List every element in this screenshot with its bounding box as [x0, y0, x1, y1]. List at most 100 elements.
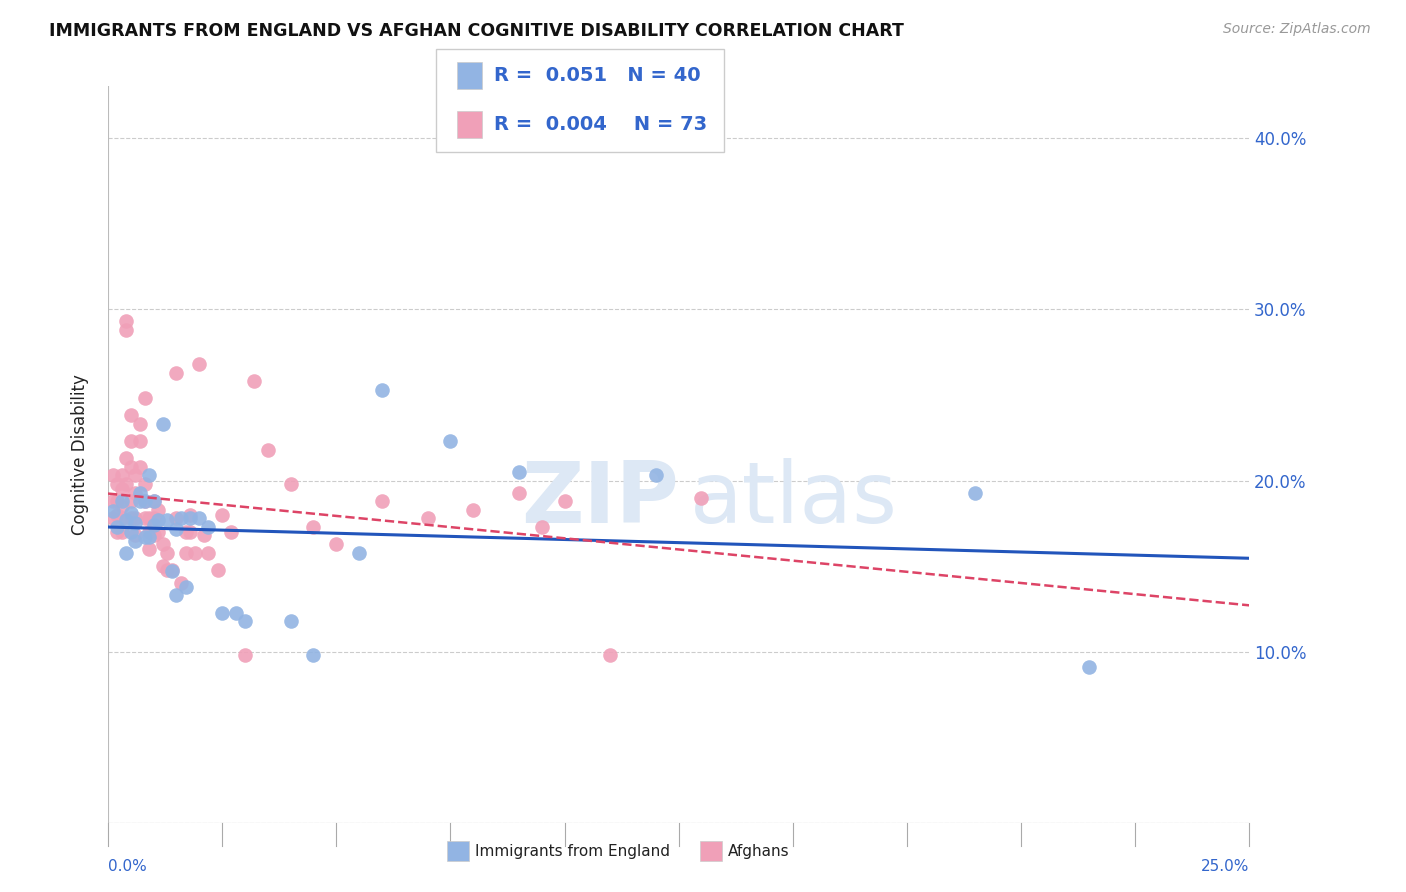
Point [129, 494, 152, 508]
Point [115, 546, 138, 560]
Point [179, 524, 201, 539]
Point [105, 494, 128, 508]
Point [105, 477, 128, 491]
Point [179, 511, 201, 525]
Point [599, 648, 621, 663]
Point [124, 511, 146, 525]
Point [101, 494, 124, 508]
Text: IMMIGRANTS FROM ENGLAND VS AFGHAN COGNITIVE DISABILITY CORRELATION CHART: IMMIGRANTS FROM ENGLAND VS AFGHAN COGNIT… [49, 22, 904, 40]
Point [142, 494, 165, 508]
Point [530, 520, 553, 534]
Point [166, 511, 188, 525]
Point [115, 477, 138, 491]
Point [134, 494, 156, 508]
Point [233, 648, 256, 663]
Point [129, 434, 152, 449]
Point [142, 494, 165, 508]
Point [188, 511, 211, 525]
Point [156, 546, 179, 560]
Point [644, 468, 666, 483]
Point [553, 494, 575, 508]
Point [416, 511, 439, 525]
Point [115, 513, 138, 527]
Point [371, 494, 394, 508]
Text: Afghans: Afghans [728, 844, 790, 859]
Point [219, 524, 242, 539]
Point [105, 520, 128, 534]
Point [138, 468, 160, 483]
Point [170, 576, 193, 591]
Point [120, 409, 142, 423]
Point [197, 520, 219, 534]
Point [148, 513, 170, 527]
Point [120, 511, 142, 525]
Point [166, 522, 188, 536]
Point [120, 524, 142, 539]
Point [156, 563, 179, 577]
Point [124, 528, 146, 542]
Point [115, 314, 138, 328]
Point [138, 530, 160, 544]
Point [111, 468, 134, 483]
Point [101, 511, 124, 525]
Point [105, 508, 128, 522]
Point [193, 528, 215, 542]
Point [111, 494, 134, 508]
Point [463, 502, 485, 516]
Point [111, 500, 134, 514]
Point [280, 477, 302, 491]
Point [183, 546, 205, 560]
Point [233, 614, 256, 628]
Point [138, 511, 160, 525]
Point [690, 491, 713, 505]
Point [160, 565, 183, 579]
Point [142, 518, 165, 533]
Point [508, 465, 530, 479]
Point [166, 589, 188, 603]
Point [124, 485, 146, 500]
Point [142, 528, 165, 542]
Point [124, 533, 146, 548]
Point [347, 546, 370, 560]
Point [115, 451, 138, 466]
Point [111, 511, 134, 525]
Point [211, 508, 233, 522]
Point [439, 434, 461, 449]
Point [197, 546, 219, 560]
Point [115, 323, 138, 337]
Point [302, 648, 325, 663]
Point [166, 366, 188, 380]
Point [120, 494, 142, 508]
Text: R =  0.004    N = 73: R = 0.004 N = 73 [494, 115, 707, 135]
Point [148, 524, 170, 539]
Text: ZIP: ZIP [520, 458, 679, 541]
Point [138, 524, 160, 539]
Point [101, 504, 124, 518]
Point [129, 459, 152, 474]
Point [211, 606, 233, 620]
Point [243, 374, 266, 388]
Point [129, 485, 152, 500]
Point [152, 537, 174, 551]
Point [170, 511, 193, 525]
Point [280, 614, 302, 628]
Point [134, 511, 156, 525]
Point [174, 546, 197, 560]
Point [207, 563, 229, 577]
Point [105, 524, 128, 539]
Point [256, 442, 278, 457]
Point [965, 485, 987, 500]
Point [101, 468, 124, 483]
Point [111, 482, 134, 496]
Point [302, 520, 325, 534]
Text: 0.0%: 0.0% [108, 859, 146, 874]
Text: Source: ZipAtlas.com: Source: ZipAtlas.com [1223, 22, 1371, 37]
Point [152, 417, 174, 431]
Point [188, 357, 211, 371]
Point [134, 494, 156, 508]
Y-axis label: Cognitive Disability: Cognitive Disability [72, 375, 89, 535]
Point [325, 537, 347, 551]
Text: 25.0%: 25.0% [1201, 859, 1250, 874]
Point [120, 506, 142, 520]
Point [1078, 660, 1101, 674]
